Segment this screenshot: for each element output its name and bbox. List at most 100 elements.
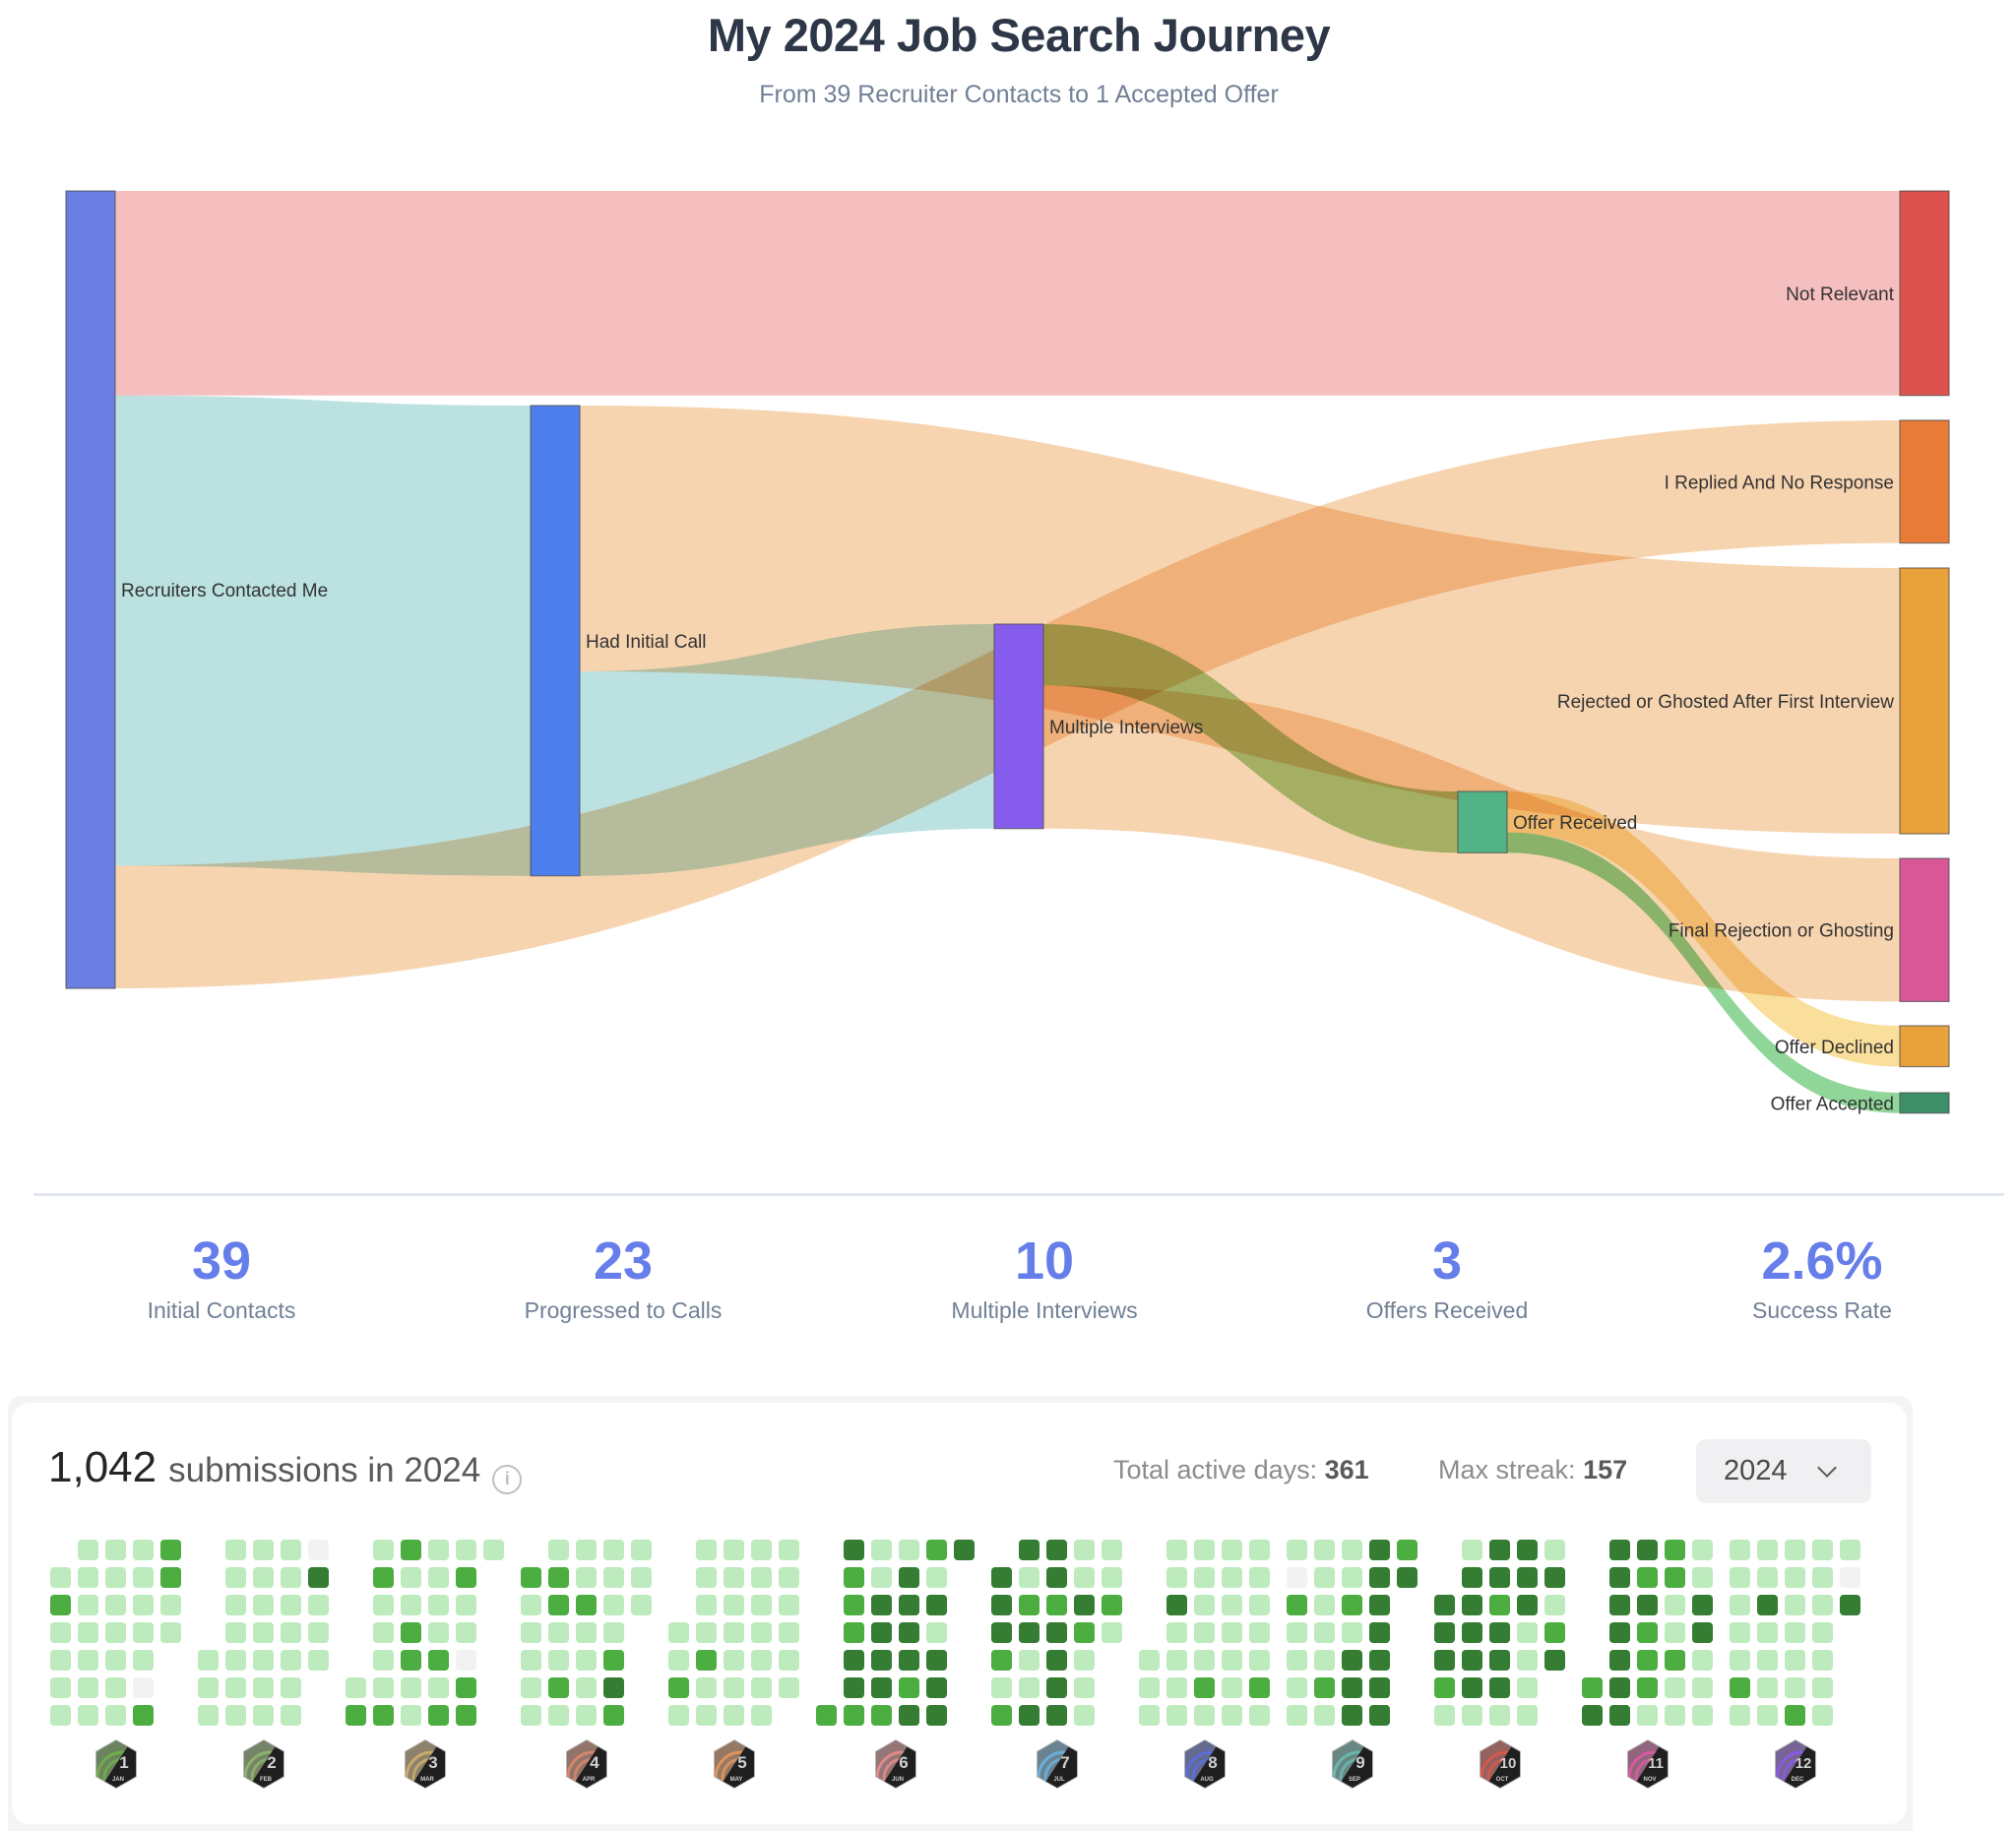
heatmap-day-cell[interactable]: [1812, 1622, 1833, 1643]
heatmap-day-cell[interactable]: [1314, 1650, 1335, 1671]
heatmap-day-cell[interactable]: [1074, 1705, 1095, 1726]
heatmap-day-cell[interactable]: [50, 1705, 71, 1726]
heatmap-day-cell[interactable]: [1785, 1540, 1805, 1560]
heatmap-day-cell[interactable]: [373, 1540, 394, 1560]
heatmap-day-cell[interactable]: [1194, 1595, 1215, 1615]
sankey-node-not_relevant[interactable]: [1899, 190, 1950, 397]
heatmap-day-cell[interactable]: [1582, 1705, 1603, 1726]
month-badge-nov[interactable]: 11 NOV: [1625, 1738, 1670, 1790]
heatmap-day-cell[interactable]: [1462, 1650, 1482, 1671]
heatmap-day-cell[interactable]: [1194, 1677, 1215, 1698]
heatmap-day-cell[interactable]: [899, 1677, 919, 1698]
heatmap-day-cell[interactable]: [1369, 1595, 1390, 1615]
heatmap-day-cell[interactable]: [724, 1595, 744, 1615]
heatmap-day-cell[interactable]: [281, 1650, 301, 1671]
heatmap-day-cell[interactable]: [1637, 1650, 1658, 1671]
heatmap-day-cell[interactable]: [1692, 1705, 1713, 1726]
heatmap-day-cell[interactable]: [346, 1677, 366, 1698]
heatmap-day-cell[interactable]: [1019, 1622, 1040, 1643]
heatmap-day-cell[interactable]: [1517, 1540, 1538, 1560]
heatmap-day-cell[interactable]: [133, 1705, 154, 1726]
heatmap-day-cell[interactable]: [724, 1705, 744, 1726]
month-badge-may[interactable]: 5 MAY: [712, 1738, 757, 1790]
heatmap-day-cell[interactable]: [401, 1677, 421, 1698]
heatmap-day-cell[interactable]: [1757, 1650, 1778, 1671]
heatmap-day-cell[interactable]: [401, 1650, 421, 1671]
heatmap-day-cell[interactable]: [373, 1705, 394, 1726]
heatmap-day-cell[interactable]: [1342, 1677, 1362, 1698]
heatmap-day-cell[interactable]: [50, 1650, 71, 1671]
heatmap-day-cell[interactable]: [1462, 1705, 1482, 1726]
heatmap-day-cell[interactable]: [548, 1677, 569, 1698]
heatmap-day-cell[interactable]: [548, 1622, 569, 1643]
heatmap-day-cell[interactable]: [1730, 1705, 1750, 1726]
heatmap-day-cell[interactable]: [1544, 1540, 1565, 1560]
heatmap-day-cell[interactable]: [308, 1540, 329, 1560]
heatmap-day-cell[interactable]: [926, 1650, 947, 1671]
heatmap-day-cell[interactable]: [456, 1540, 476, 1560]
heatmap-day-cell[interactable]: [1637, 1677, 1658, 1698]
heatmap-day-cell[interactable]: [926, 1595, 947, 1615]
heatmap-day-cell[interactable]: [548, 1540, 569, 1560]
month-badge-mar[interactable]: 3 MAR: [403, 1738, 448, 1790]
heatmap-day-cell[interactable]: [1342, 1705, 1362, 1726]
heatmap-day-cell[interactable]: [428, 1705, 449, 1726]
heatmap-day-cell[interactable]: [1287, 1677, 1307, 1698]
heatmap-day-cell[interactable]: [1730, 1540, 1750, 1560]
month-badge-dec[interactable]: 12 DEC: [1773, 1738, 1818, 1790]
heatmap-day-cell[interactable]: [1102, 1567, 1122, 1588]
heatmap-day-cell[interactable]: [1046, 1677, 1067, 1698]
heatmap-day-cell[interactable]: [1757, 1595, 1778, 1615]
heatmap-day-cell[interactable]: [428, 1540, 449, 1560]
heatmap-day-cell[interactable]: [1665, 1540, 1685, 1560]
heatmap-day-cell[interactable]: [346, 1705, 366, 1726]
heatmap-day-cell[interactable]: [696, 1705, 717, 1726]
heatmap-day-cell[interactable]: [50, 1622, 71, 1643]
heatmap-day-cell[interactable]: [1609, 1677, 1630, 1698]
heatmap-day-cell[interactable]: [779, 1567, 799, 1588]
sankey-node-replied[interactable]: [1899, 419, 1950, 544]
heatmap-day-cell[interactable]: [1287, 1650, 1307, 1671]
heatmap-day-cell[interactable]: [603, 1567, 624, 1588]
heatmap-day-cell[interactable]: [1019, 1705, 1040, 1726]
heatmap-day-cell[interactable]: [308, 1622, 329, 1643]
heatmap-day-cell[interactable]: [78, 1705, 98, 1726]
heatmap-day-cell[interactable]: [160, 1595, 181, 1615]
heatmap-day-cell[interactable]: [1194, 1622, 1215, 1643]
heatmap-day-cell[interactable]: [1139, 1705, 1160, 1726]
heatmap-day-cell[interactable]: [1102, 1595, 1122, 1615]
heatmap-day-cell[interactable]: [548, 1705, 569, 1726]
heatmap-day-cell[interactable]: [198, 1677, 219, 1698]
heatmap-day-cell[interactable]: [576, 1650, 597, 1671]
heatmap-day-cell[interactable]: [428, 1567, 449, 1588]
heatmap-day-cell[interactable]: [1757, 1677, 1778, 1698]
heatmap-day-cell[interactable]: [133, 1540, 154, 1560]
heatmap-day-cell[interactable]: [1489, 1540, 1510, 1560]
heatmap-day-cell[interactable]: [225, 1595, 246, 1615]
month-badge-oct[interactable]: 10 OCT: [1478, 1738, 1523, 1790]
heatmap-day-cell[interactable]: [1369, 1677, 1390, 1698]
heatmap-day-cell[interactable]: [1287, 1622, 1307, 1643]
heatmap-day-cell[interactable]: [871, 1622, 892, 1643]
heatmap-day-cell[interactable]: [1287, 1595, 1307, 1615]
month-badge-jul[interactable]: 7 JUL: [1035, 1738, 1080, 1790]
sankey-node-recruiters[interactable]: [65, 190, 116, 989]
heatmap-day-cell[interactable]: [1637, 1622, 1658, 1643]
heatmap-day-cell[interactable]: [105, 1677, 126, 1698]
heatmap-day-cell[interactable]: [105, 1622, 126, 1643]
heatmap-day-cell[interactable]: [926, 1705, 947, 1726]
heatmap-day-cell[interactable]: [1692, 1650, 1713, 1671]
heatmap-day-cell[interactable]: [1544, 1567, 1565, 1588]
heatmap-day-cell[interactable]: [428, 1595, 449, 1615]
heatmap-day-cell[interactable]: [1249, 1622, 1270, 1643]
heatmap-day-cell[interactable]: [133, 1622, 154, 1643]
heatmap-day-cell[interactable]: [225, 1567, 246, 1588]
heatmap-day-cell[interactable]: [1166, 1595, 1187, 1615]
heatmap-day-cell[interactable]: [603, 1650, 624, 1671]
heatmap-day-cell[interactable]: [1222, 1705, 1242, 1726]
heatmap-day-cell[interactable]: [1019, 1595, 1040, 1615]
heatmap-day-cell[interactable]: [899, 1705, 919, 1726]
heatmap-day-cell[interactable]: [1314, 1705, 1335, 1726]
sankey-link-offer_received-to-offer_accepted[interactable]: [1507, 832, 1900, 1113]
heatmap-day-cell[interactable]: [844, 1677, 864, 1698]
